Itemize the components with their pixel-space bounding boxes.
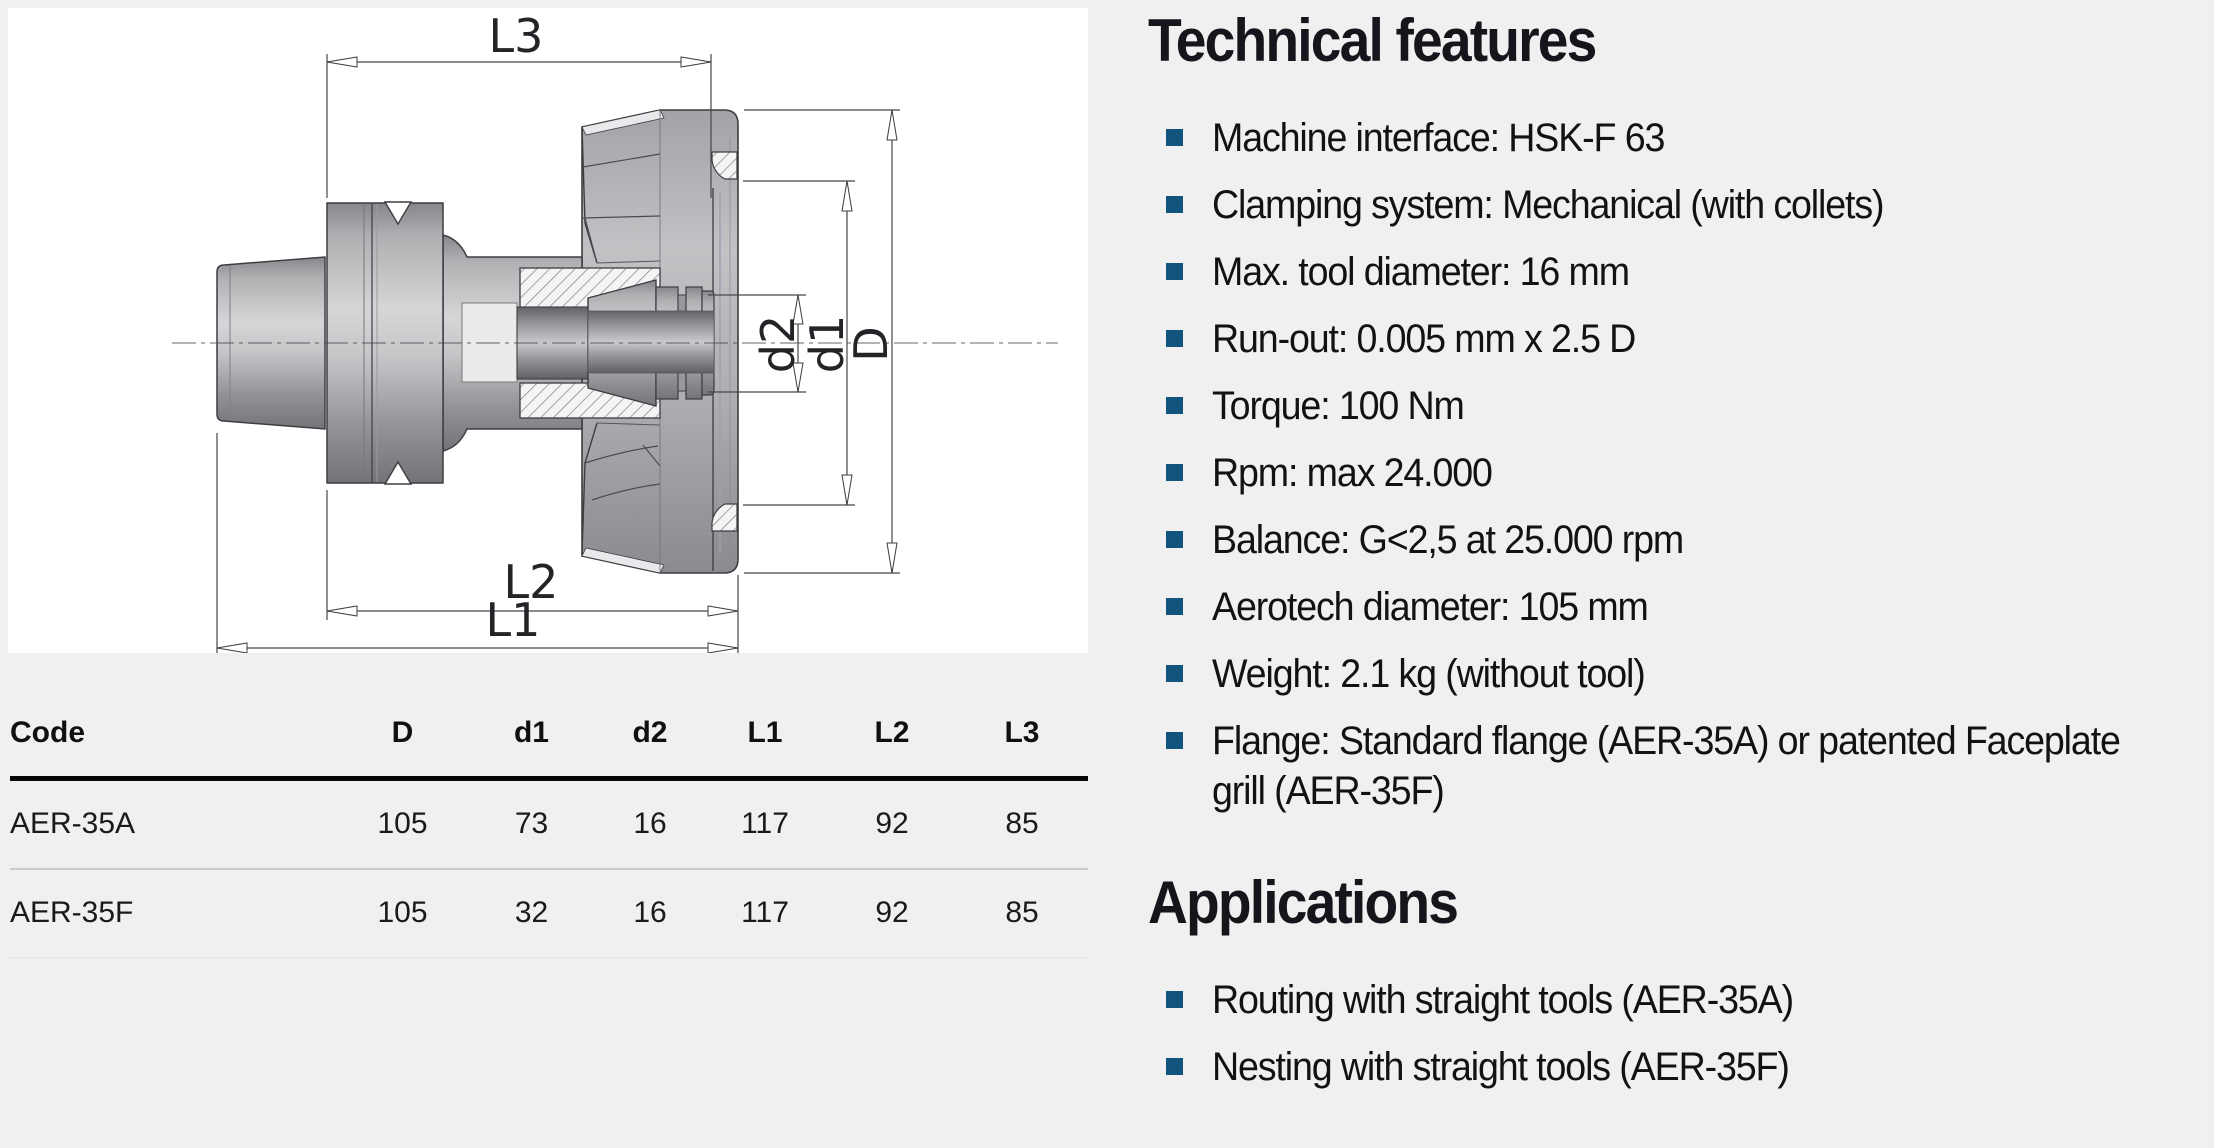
col-header-l1: L1 xyxy=(747,716,783,749)
technical-drawing-panel: L3 L2 L1 d2 d1 D xyxy=(8,8,1088,653)
list-item: Routing with straight tools (AER-35A) xyxy=(1148,975,2208,1025)
bullet-square-icon xyxy=(1166,598,1183,615)
bullet-square-icon xyxy=(1166,464,1183,481)
col-header-l2: L2 xyxy=(874,716,910,749)
dimension-lines xyxy=(216,54,900,653)
toolholder-cross-section-drawing: L3 L2 L1 d2 d1 D xyxy=(172,9,1058,653)
cell-value: 73 xyxy=(514,807,549,840)
dim-label-l3: L3 xyxy=(489,9,544,63)
cell-value: 92 xyxy=(875,807,909,840)
bullet-square-icon xyxy=(1166,665,1183,682)
bullet-square-icon xyxy=(1166,263,1183,280)
cell-value: 105 xyxy=(377,807,428,840)
list-item: Max. tool diameter: 16 mm xyxy=(1148,247,2208,297)
cell-value: 16 xyxy=(633,807,667,840)
bullet-square-icon xyxy=(1166,991,1183,1008)
cell-value: 117 xyxy=(741,896,789,929)
list-item: Torque: 100 Nm xyxy=(1148,381,2208,431)
dim-label-d: D xyxy=(844,326,898,361)
list-item: Clamping system: Mechanical (with collet… xyxy=(1148,180,2208,230)
cell-value: 85 xyxy=(1005,896,1039,929)
bullet-square-icon xyxy=(1166,330,1183,347)
dimension-arrows xyxy=(216,56,898,653)
feature-item-text: Flange: Standard flange (AER-35A) or pat… xyxy=(1212,719,2121,813)
bullet-square-icon xyxy=(1166,397,1183,414)
col-header-code: Code xyxy=(10,716,85,749)
dim-label-d2: d2 xyxy=(751,315,805,373)
application-item-text: Routing with straight tools (AER-35A) xyxy=(1212,978,1794,1022)
col-header-d: D xyxy=(391,716,414,749)
list-item: Flange: Standard flange (AER-35A) or pat… xyxy=(1148,716,2208,816)
col-header-d2: d2 xyxy=(632,716,668,749)
feature-item-text: Balance: G<2,5 at 25.000 rpm xyxy=(1212,518,1684,562)
feature-item-text: Torque: 100 Nm xyxy=(1212,384,1465,428)
feature-item-text: Machine interface: HSK-F 63 xyxy=(1212,116,1665,160)
bullet-square-icon xyxy=(1166,732,1183,749)
col-header-l3: L3 xyxy=(1004,716,1040,749)
list-item: Machine interface: HSK-F 63 xyxy=(1148,113,2208,163)
list-item: Rpm: max 24.000 xyxy=(1148,448,2208,498)
application-item-text: Nesting with straight tools (AER-35F) xyxy=(1212,1045,1790,1089)
col-header-d1: d1 xyxy=(513,716,549,749)
list-item: Weight: 2.1 kg (without tool) xyxy=(1148,649,2208,699)
bullet-square-icon xyxy=(1166,129,1183,146)
cell-value: 85 xyxy=(1005,807,1039,840)
applications-list: Routing with straight tools (AER-35A) Ne… xyxy=(1148,975,2208,1092)
feature-item-text: Aerotech diameter: 105 mm xyxy=(1212,585,1649,629)
dimension-table: Code D d1 d2 L1 L2 L3 AER-35A 105 73 16 … xyxy=(10,690,1088,959)
table-row: AER-35F 105 32 16 117 92 85 xyxy=(10,869,1088,958)
list-item: Run-out: 0.005 mm x 2.5 D xyxy=(1148,314,2208,364)
list-item: Aerotech diameter: 105 mm xyxy=(1148,582,2208,632)
dim-label-d1: d1 xyxy=(800,315,854,373)
table-header-row: Code D d1 d2 L1 L2 L3 xyxy=(10,690,1088,779)
feature-item-text: Weight: 2.1 kg (without tool) xyxy=(1212,652,1646,696)
cell-value: 16 xyxy=(633,896,667,929)
cell-code: AER-35A xyxy=(10,807,136,840)
details-column: Technical features Machine interface: HS… xyxy=(1148,6,2208,1109)
dim-label-l1: L1 xyxy=(486,593,541,647)
cell-value: 105 xyxy=(377,896,428,929)
cell-value: 92 xyxy=(875,896,909,929)
cell-value: 117 xyxy=(741,807,789,840)
applications-title: Applications xyxy=(1148,869,1459,936)
list-item: Nesting with straight tools (AER-35F) xyxy=(1148,1042,2208,1092)
feature-item-text: Clamping system: Mechanical (with collet… xyxy=(1212,183,1885,227)
bullet-square-icon xyxy=(1166,1058,1183,1075)
table-row: AER-35A 105 73 16 117 92 85 xyxy=(10,779,1088,869)
bullet-square-icon xyxy=(1166,531,1183,548)
technical-features-list: Machine interface: HSK-F 63 Clamping sys… xyxy=(1148,113,2208,816)
list-item: Balance: G<2,5 at 25.000 rpm xyxy=(1148,515,2208,565)
feature-item-text: Run-out: 0.005 mm x 2.5 D xyxy=(1212,317,1636,361)
technical-features-title: Technical features xyxy=(1148,7,1597,74)
dim-label-l2: L2 xyxy=(504,555,559,609)
bullet-square-icon xyxy=(1166,196,1183,213)
feature-item-text: Max. tool diameter: 16 mm xyxy=(1212,250,1630,294)
cell-value: 32 xyxy=(514,896,549,929)
feature-item-text: Rpm: max 24.000 xyxy=(1212,451,1493,495)
cell-code: AER-35F xyxy=(10,896,134,929)
